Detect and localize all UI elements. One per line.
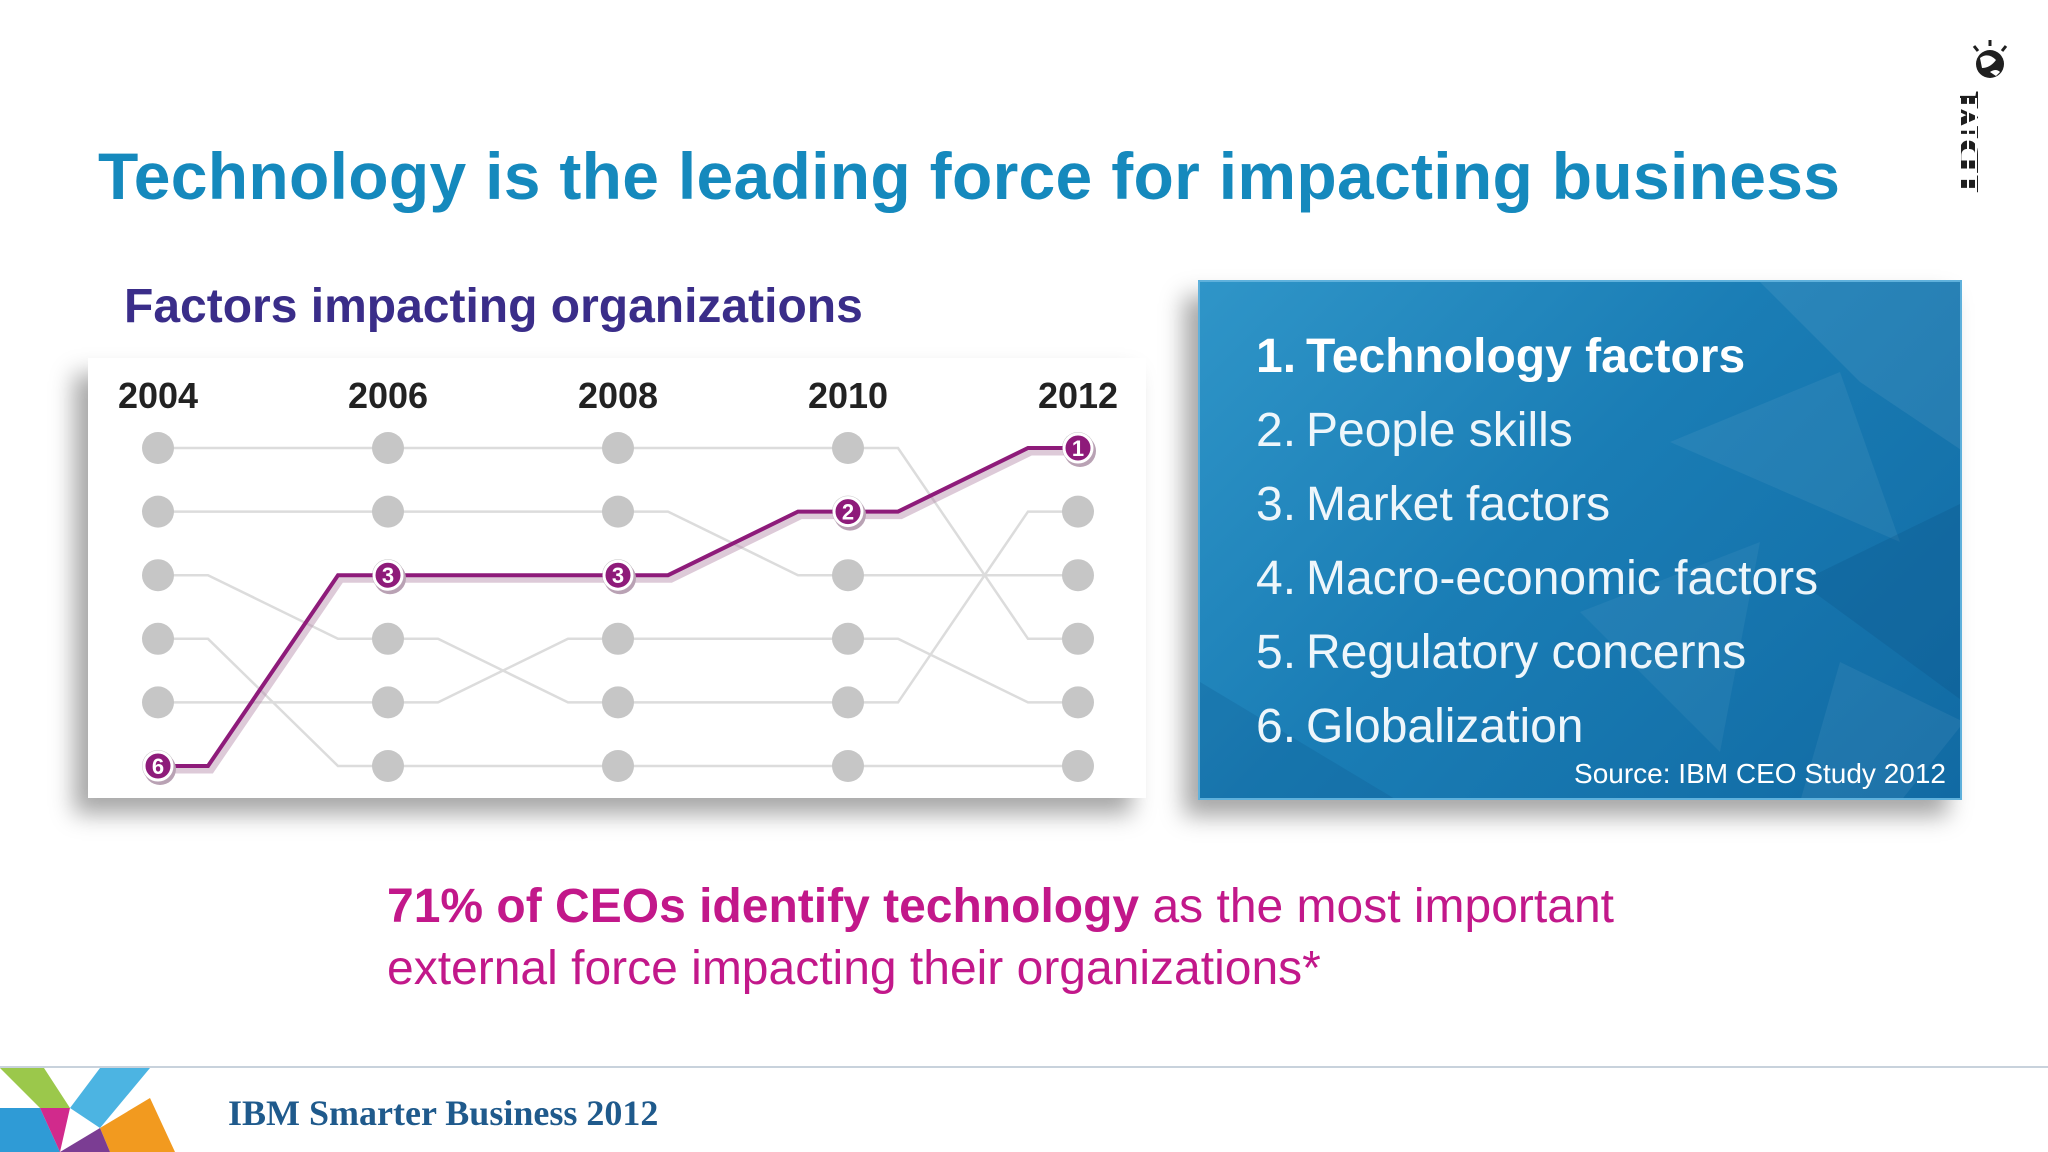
highlight-marker-circle [832, 496, 864, 528]
ranking-number: 4. [1256, 552, 1297, 605]
highlight-marker-label: 2 [842, 500, 854, 525]
key-stat-text: as the most important external force imp… [387, 880, 1614, 995]
ranking-number: 3. [1256, 478, 1297, 531]
x-tick-label: 2004 [118, 375, 198, 416]
background-series-line [158, 446, 1078, 641]
event-logo-graphic [0, 1068, 175, 1152]
rank-dot [142, 686, 174, 719]
highlight-marker-label: 6 [152, 754, 164, 779]
rank-dot [1062, 622, 1094, 655]
chart-subtitle: Factors impacting organizations [124, 280, 863, 333]
highlight-marker-label: 3 [382, 563, 394, 588]
rank-dot [602, 432, 634, 464]
highlight-marker-circle [372, 559, 404, 591]
ranking-number: 6. [1256, 700, 1297, 753]
ranking-label: Macro-economic factors [1306, 552, 1819, 605]
highlight-marker-label: 3 [612, 563, 624, 588]
ranking-label: People skills [1306, 404, 1573, 457]
highlight-marker: 6 [142, 750, 176, 785]
highlight-marker: 3 [602, 559, 636, 595]
highlight-marker: 1 [1062, 432, 1096, 467]
x-tick-label: 2008 [578, 375, 658, 416]
x-axis-labels: 2004 2006 2008 2010 2012 [118, 375, 1118, 416]
rank-dot [1062, 495, 1094, 528]
highlight-marker-label: 1 [1072, 436, 1084, 461]
ranking-number: 5. [1256, 626, 1297, 679]
rank-dot [832, 432, 864, 464]
rank-dot [372, 686, 404, 719]
footer-divider [0, 1066, 2048, 1068]
source-note: Source: IBM CEO Study 2012 [1574, 758, 1946, 789]
rank-chart: 2004 2006 2008 2010 2012 6 3 3 2 1 [88, 358, 1146, 798]
logo-stripes [1959, 98, 2009, 198]
rank-dot [602, 495, 634, 528]
ranking-label: Globalization [1306, 700, 1584, 753]
event-name: IBM Smarter Business 2012 [228, 1093, 659, 1133]
highlight-marker-circle [142, 750, 174, 782]
rank-dot [142, 495, 174, 528]
x-tick-label: 2010 [808, 375, 888, 416]
rank-dot [372, 432, 404, 464]
ibm-logo: IBM [1933, 38, 2024, 208]
ranking-item: 5. Regulatory concerns [1256, 616, 1818, 690]
ranking-item: 3. Market factors [1256, 468, 1818, 542]
ranking-item: 1. Technology factors [1256, 320, 1818, 394]
rank-dot [832, 559, 864, 592]
ranking-item: 2. People skills [1256, 394, 1818, 468]
highlight-marker: 2 [832, 496, 866, 531]
highlight-marker-circle [1062, 432, 1094, 464]
ranking-item: 6. Globalization [1256, 690, 1818, 764]
ranking-label: Technology factors [1306, 330, 1746, 383]
rank-dot [142, 622, 174, 655]
ranking-number: 1. [1256, 330, 1297, 383]
rank-dot [602, 686, 634, 719]
highlight-markers: 6 3 3 2 1 [142, 432, 1096, 785]
rank-dot [372, 495, 404, 528]
highlight-marker-circle [602, 559, 634, 591]
rank-dot [602, 750, 634, 782]
ranking-label: Market factors [1306, 478, 1611, 531]
ranking-panel: 1. Technology factors 2. People skills 3. M… [1198, 280, 1962, 800]
x-tick-label: 2006 [348, 375, 428, 416]
rank-dot [142, 432, 174, 464]
rank-dot [1062, 559, 1094, 592]
rank-dot [142, 559, 174, 592]
rank-dot [602, 622, 634, 655]
rank-dot [372, 750, 404, 782]
rank-chart-svg: 2004 2006 2008 2010 2012 6 3 3 2 1 [118, 375, 1118, 785]
panel-decoration [1200, 282, 1960, 798]
x-tick-label: 2012 [1038, 375, 1118, 416]
key-stat: 71% of CEOs identify technology as the m… [387, 876, 1687, 1000]
ranking-number: 2. [1256, 404, 1297, 457]
highlight-marker: 3 [372, 559, 406, 595]
slide-title: Technology is the leading force for impa… [98, 139, 1841, 213]
ranking-label: Regulatory concerns [1306, 626, 1747, 679]
rank-dot [832, 686, 864, 719]
globe-icon [1972, 40, 2008, 78]
rank-dot [1062, 750, 1094, 782]
rank-dot [1062, 686, 1094, 719]
rank-dot [832, 622, 864, 655]
ibm-logo-graphic: IBM [1933, 40, 2009, 198]
rank-dot [832, 750, 864, 782]
ranking-list: 1. Technology factors 2. People skills 3. M… [1256, 320, 1818, 764]
rank-dot [372, 622, 404, 655]
key-stat-highlight: 71% of CEOs identify technology [387, 880, 1140, 933]
ranking-item: 4. Macro-economic factors [1256, 542, 1818, 616]
background-series-line [158, 510, 1078, 704]
